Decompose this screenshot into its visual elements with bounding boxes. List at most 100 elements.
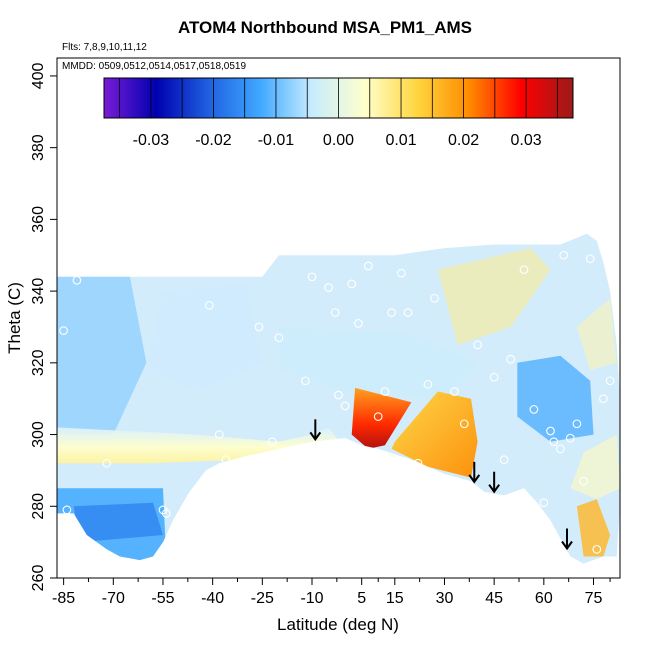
tropopause-arrow [468,461,481,484]
sample-point [556,444,565,454]
sample-point [519,265,529,274]
sample-point [592,544,602,554]
tropopause-arrow [561,528,573,551]
blue-mid-south [146,283,263,392]
sample-point [565,433,575,443]
samples-layer [59,250,615,554]
sample-point [506,354,516,364]
x-axis: -85 -70 -55 -40 -25 -10 5 15 30 45 60 75 [52,578,611,607]
sample-point [489,372,499,382]
chart-title: ATOM4 Northbound MSA_PM1_AMS [177,18,473,37]
sample-point [546,426,555,436]
arrow-head [488,484,500,494]
sample-point [599,394,608,404]
y-tick-label: 380 [30,134,47,161]
colorbar-tick-label: 0.01 [385,132,416,149]
sample-point [324,283,333,292]
tropopause-mask [57,438,620,578]
colorbar: -0.03 -0.02 -0.01 0.00 0.01 0.02 0.03 [103,77,574,149]
sample-point [204,301,214,310]
sample-point [102,458,112,468]
x-tick-label: -10 [300,590,323,607]
dates-annotation: MMDD: 0509,0512,0514,0517,0518,0519 [62,61,247,72]
x-tick-label: -70 [102,590,125,607]
y-axis: 260 280 300 320 340 360 380 400 [30,62,57,591]
blue-high-left [57,276,147,435]
sample-point [423,379,433,389]
sample-point [413,458,423,468]
sample-point [330,308,340,317]
x-tick-label: -25 [251,590,274,607]
tropopause-arrow [309,419,322,442]
sample-point [221,455,231,465]
sample-point [585,254,595,264]
sample-point [175,516,184,525]
tropopause-layer [57,438,620,578]
colorbar-tick-label: 0.02 [448,132,479,149]
sample-point [572,419,582,429]
arrow-head [309,431,322,442]
sample-point [559,250,569,260]
sample-point [403,308,413,317]
colorbar-labels: -0.03 -0.02 -0.01 0.00 0.01 0.02 0.03 [133,132,542,149]
x-axis-label: Latitude (deg N) [277,615,399,634]
sample-point [387,308,396,317]
x-tick-label: 30 [436,590,454,607]
sample-point [340,401,350,411]
sample-point [267,437,277,447]
colorbar-tick-label: -0.01 [258,132,295,149]
x-tick-label: 60 [535,590,553,607]
x-tick-label: 5 [357,590,366,607]
sample-point [363,261,373,271]
x-tick-label: 15 [386,590,404,607]
arrow-head [561,540,573,551]
x-tick-label: -40 [201,590,224,607]
sample-point [450,387,459,396]
arrows-layer [309,419,573,551]
sample-point [62,505,72,515]
y-axis-label: Theta (C) [5,282,24,354]
colorbar-lines [119,78,558,118]
x-tick-label: 75 [585,590,603,607]
flights-annotation: Flts: 7,8,9,10,11,12 [62,42,147,53]
yellow-ridge-north [437,248,551,345]
y-tick-label: 300 [30,421,47,448]
arrow-head [468,474,481,484]
sample-point [161,509,171,518]
sample-point [72,275,82,285]
y-tick-label: 340 [30,278,47,305]
x-tick-label: -55 [151,590,174,607]
sample-point [59,326,68,335]
yellow-polar-strip [570,434,620,500]
y-tick-label: 320 [30,349,47,376]
colorbar-tick-label: 0.00 [323,132,354,149]
sample-point [334,390,343,400]
x-tick-label: 45 [485,590,503,607]
sample-point [75,530,85,540]
sample-point [397,268,406,278]
y-tick-label: 400 [30,62,47,89]
sample-point [549,437,559,447]
sample-point [373,412,383,421]
plot-frame [56,57,621,579]
colorbar-tick-label: -0.02 [195,132,232,149]
orange-wedge [391,391,478,478]
colorbar-tick-label: -0.03 [133,132,170,149]
sample-point [254,322,264,332]
blue-north-patch [517,355,594,442]
sample-point [605,376,615,386]
y-tick-label: 280 [30,493,47,520]
deep-blue-low [73,502,163,543]
yellow-ridge-east [576,298,617,370]
orange-polar-low [576,499,611,557]
sample-point [499,455,509,465]
sample-point [354,319,363,328]
sample-point [301,376,310,386]
sample-point [529,405,539,414]
sample-point [274,333,284,343]
sample-point [380,387,390,396]
sample-point [347,279,357,289]
sample-point [307,272,317,282]
sample-point [579,476,588,486]
